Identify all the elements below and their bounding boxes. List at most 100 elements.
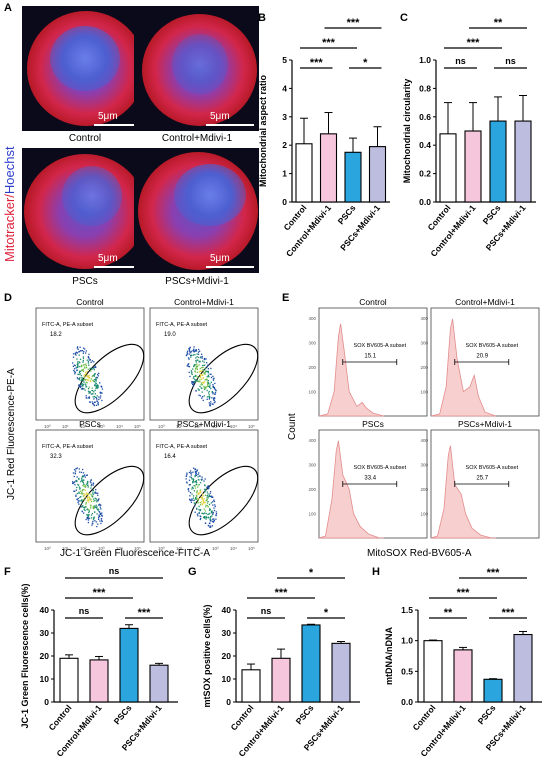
scale-bar-label: 5μm [98, 253, 118, 264]
cytometry-event [82, 505, 84, 507]
cytometry-event [79, 370, 82, 372]
cytometry-event [93, 516, 96, 518]
cytometry-event [186, 481, 188, 483]
cytometry-event [96, 506, 98, 508]
category-label: Control+Mdivi-1 [428, 203, 477, 259]
cytometry-event [208, 503, 211, 506]
gate-name: FITC-A, PE-A subset [42, 322, 94, 328]
cytometry-event [192, 377, 195, 379]
y-tick-label: 300 [308, 462, 316, 467]
cytometry-event [207, 371, 210, 373]
cytometry-event [93, 505, 96, 507]
gate-name: SOX BV605-A subset [466, 343, 519, 349]
cytometry-event [82, 484, 84, 487]
cytometry-event [189, 375, 191, 378]
cytometry-event [101, 399, 103, 402]
cytometry-event [100, 508, 102, 510]
cytometry-event [80, 365, 83, 368]
cytometry-event [190, 474, 192, 476]
cytometry-event [195, 375, 197, 377]
panel-letter-h: H [372, 566, 380, 578]
cytometry-event [206, 491, 208, 493]
cytometry-event [191, 478, 193, 480]
x-tick-label: 10³ [98, 546, 105, 551]
cytometry-event [199, 509, 202, 511]
cytometry-event [202, 382, 204, 384]
bar [89, 659, 109, 703]
cytometry-event [99, 395, 102, 397]
cytometry-event [196, 507, 198, 509]
cytometry-event [81, 477, 83, 480]
cytometry-event [193, 485, 195, 487]
cytometry-event [92, 507, 95, 509]
cytometry-event [212, 504, 214, 506]
cytometry-event [78, 378, 81, 381]
cytometry-event [85, 371, 87, 374]
cytometry-event [209, 509, 212, 511]
histogram-title: PSCs+Mdivi-1 [458, 419, 512, 429]
cytometry-event [194, 487, 197, 489]
cytometry-event [208, 517, 210, 519]
y-axis-title: JC-1 Green Fluorescence cells(%) [20, 583, 30, 728]
cytometry-event [199, 482, 202, 484]
x-tick-label: 10⁴ [230, 424, 237, 429]
cytometry-event [204, 386, 207, 389]
cytometry-event [74, 481, 76, 483]
cytometry-event [81, 369, 83, 371]
cytometry-event [78, 486, 81, 488]
cytometry-event [73, 475, 75, 478]
y-tick-label: 200 [308, 365, 316, 370]
cytometry-event [215, 514, 217, 517]
panel-a-ylabel: Mitotracker/Hoechst [2, 146, 17, 262]
cytometry-event [94, 520, 96, 522]
bar [368, 146, 387, 203]
cytometry-event [75, 489, 78, 491]
cytometry-event [200, 496, 202, 499]
cytometry-event [80, 364, 83, 367]
cytometry-event [208, 402, 210, 404]
cytometry-event [88, 517, 90, 520]
cytometry-event [92, 375, 94, 377]
cytometry-event [188, 471, 191, 474]
cytometry-event [95, 377, 97, 379]
cytometry-event [192, 467, 195, 469]
cytometry-event [86, 508, 89, 510]
y-tick-label: 10 [222, 674, 232, 684]
cytometry-event [79, 471, 81, 473]
cytometry-event [193, 376, 195, 378]
cytometry-event [194, 380, 196, 383]
cytometry-event [101, 386, 103, 388]
cytometry-event [92, 482, 95, 484]
cytometry-event [74, 371, 76, 374]
cytometry-event [203, 502, 205, 504]
cytometry-event [92, 403, 94, 405]
cytometry-event [206, 370, 208, 373]
cytometry-event [82, 383, 85, 386]
cytometry-event [74, 473, 77, 475]
gate-value: 16.4 [164, 454, 176, 460]
cytometry-event [197, 476, 199, 478]
cytometry-event [90, 361, 92, 363]
cytometry-event [83, 494, 86, 497]
cytometry-event [79, 346, 81, 348]
cytometry-event [83, 485, 85, 487]
cytometry-event [193, 349, 195, 351]
cytometry-event [199, 509, 201, 512]
cytometry-event [84, 506, 86, 509]
x-tick-label: 10⁴ [116, 546, 123, 551]
cytometry-event [83, 508, 85, 511]
cytometry-event [190, 351, 192, 354]
cytometry-event [77, 348, 79, 350]
cytometry-event [207, 372, 210, 374]
cytometry-event [207, 486, 210, 489]
cytometry-event [93, 361, 95, 363]
cytometry-event [81, 387, 84, 390]
cytometry-event [100, 385, 102, 387]
cytometry-event [201, 478, 203, 480]
cytometry-event [79, 358, 82, 361]
cytometry-event [93, 404, 95, 406]
significance-label: *** [322, 37, 336, 49]
cytometry-event [90, 495, 93, 497]
cytometry-event [95, 492, 97, 494]
gate-value: 18.2 [50, 332, 62, 338]
